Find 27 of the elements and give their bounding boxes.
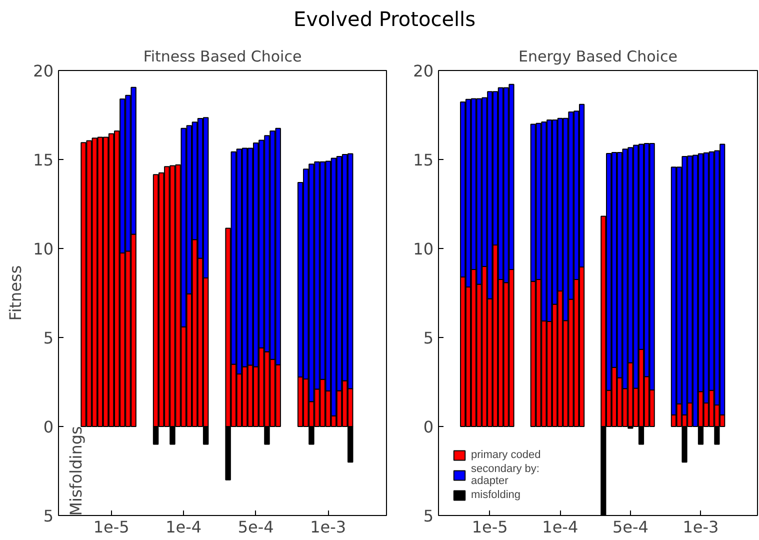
- legend-label: primary coded: [471, 449, 541, 461]
- y-tick-label: 5: [423, 506, 434, 526]
- y-tick-label: 10: [413, 240, 434, 258]
- y-tick-label: 10: [33, 240, 54, 258]
- annotation: Misfoldings: [66, 426, 86, 516]
- text: Evolved Protocells: [293, 6, 476, 33]
- y-tick-label: 15: [413, 150, 434, 170]
- y-tick-label: 20: [33, 62, 54, 80]
- x-tick-label: 1e-4: [166, 518, 202, 536]
- y-tick-label: 20: [413, 62, 434, 80]
- y-axis-title: Fitness: [6, 265, 26, 321]
- x-tick-label: 1e-5: [472, 518, 508, 536]
- y-tick-label: 0: [43, 418, 54, 436]
- x-tick-label: 5e-4: [612, 518, 648, 536]
- x-tick-label: 1e-4: [542, 518, 578, 536]
- y-tick-label: 5: [423, 328, 434, 348]
- y-tick-label: 0: [423, 418, 434, 436]
- x-tick-label: 5e-4: [238, 518, 274, 536]
- x-tick-label: 1e-3: [682, 518, 719, 536]
- legend-label: misfolding: [471, 489, 521, 501]
- chart-title: Fitness Based Choice: [143, 48, 302, 66]
- y-tick-label: 5: [43, 328, 54, 348]
- y-tick-label: 5: [43, 506, 54, 526]
- y-tick-label: 15: [33, 150, 54, 170]
- x-tick-label: 1e-5: [93, 518, 130, 536]
- x-tick-label: 1e-3: [310, 518, 346, 536]
- chart-title: Energy Based Choice: [518, 48, 678, 66]
